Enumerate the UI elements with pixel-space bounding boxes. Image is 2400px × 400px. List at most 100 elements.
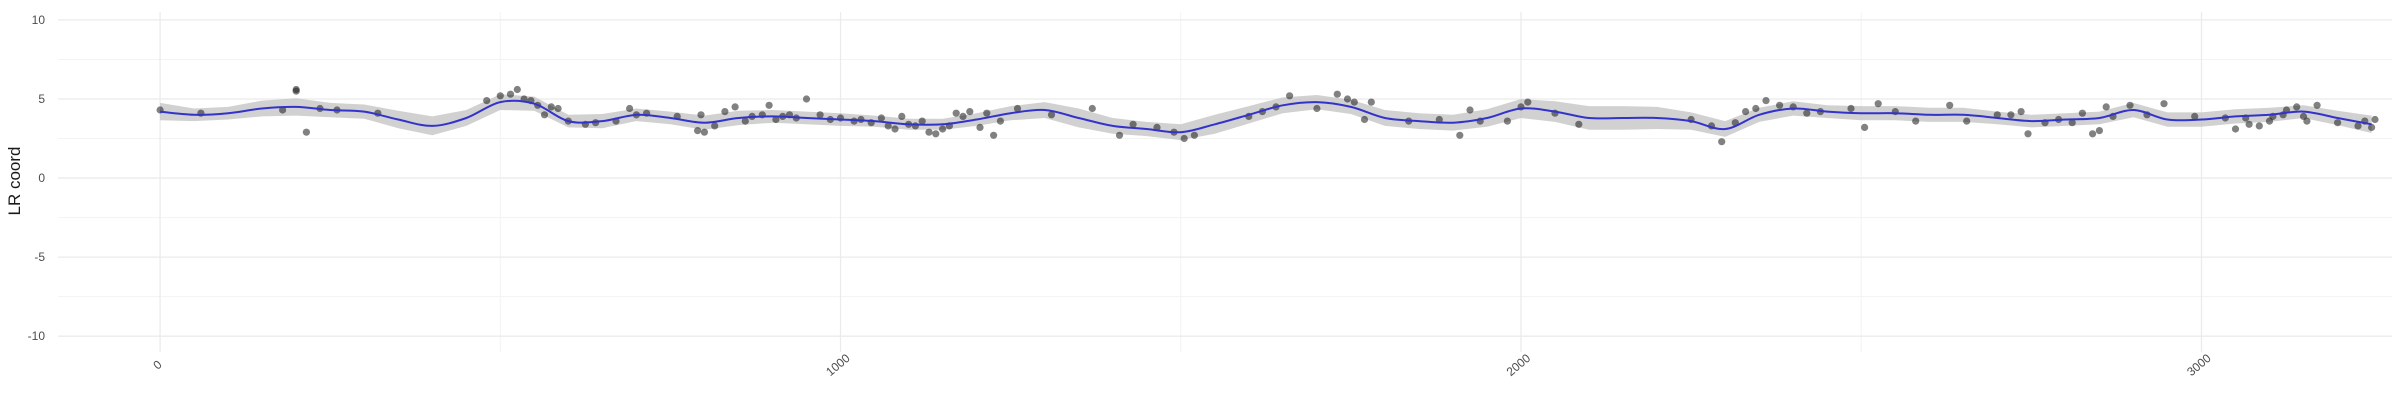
data-point — [506, 90, 515, 98]
data-point — [1861, 123, 1869, 131]
data-point — [2303, 117, 2311, 125]
data-point — [741, 117, 749, 125]
data-point — [1874, 100, 1882, 108]
data-point — [496, 92, 504, 100]
data-point — [2255, 122, 2263, 130]
data-point — [2160, 100, 2168, 108]
data-point — [279, 106, 287, 114]
data-point — [1762, 97, 1770, 105]
data-point — [2078, 109, 2086, 117]
data-point — [990, 131, 998, 139]
y-axis-tick-labels: -10 -5 0 5 10 — [28, 13, 46, 343]
data-point — [1847, 104, 1855, 113]
data-point — [1435, 115, 1443, 124]
data-point — [983, 109, 991, 117]
y-tick-label: -5 — [34, 250, 45, 264]
data-point — [2368, 123, 2376, 131]
x-tick-label: 0 — [150, 357, 164, 372]
data-point — [2024, 130, 2032, 138]
data-point — [302, 128, 310, 136]
data-point — [700, 128, 709, 136]
data-point — [966, 108, 974, 116]
data-point — [959, 112, 967, 120]
data-point — [1115, 131, 1124, 139]
data-point — [1466, 106, 1474, 114]
data-point — [1456, 131, 1464, 139]
data-point — [731, 103, 739, 111]
data-point — [932, 130, 940, 138]
data-point — [2231, 125, 2240, 133]
data-point — [2007, 111, 2015, 119]
data-point — [1912, 117, 1920, 125]
x-tick-label: 1000 — [823, 351, 853, 379]
y-tick-label: 5 — [38, 92, 45, 106]
data-point — [2102, 103, 2110, 111]
data-point — [554, 104, 562, 113]
data-point — [1190, 131, 1198, 139]
y-tick-label: -10 — [28, 329, 46, 343]
data-point — [918, 117, 926, 125]
data-point — [891, 125, 899, 133]
data-point — [952, 109, 960, 117]
data-point — [721, 108, 729, 116]
x-tick-label: 3000 — [2184, 351, 2214, 379]
data-point — [911, 122, 920, 130]
data-point — [898, 112, 906, 120]
data-point — [2371, 115, 2379, 124]
data-point — [1360, 115, 1369, 124]
data-point — [1129, 120, 1137, 128]
data-point — [2191, 112, 2199, 120]
data-point — [1013, 104, 1022, 113]
x-axis-tick-labels: 0 1000 2000 3000 — [150, 351, 2213, 379]
data-point — [1343, 95, 1352, 103]
data-point — [2017, 108, 2025, 116]
data-point — [2095, 127, 2103, 135]
data-point — [483, 97, 491, 105]
data-point — [1963, 117, 1971, 125]
data-point — [2334, 119, 2342, 127]
data-point — [1575, 120, 1583, 128]
data-point — [976, 123, 984, 131]
data-point — [816, 111, 824, 119]
data-point — [1180, 134, 1188, 143]
data-point — [1803, 109, 1811, 117]
data-point — [877, 114, 886, 122]
x-tick-label: 2000 — [1504, 351, 1534, 379]
data-point — [884, 122, 892, 130]
smooth-line — [159, 99, 2372, 134]
data-point — [2245, 120, 2253, 128]
data-point — [802, 95, 811, 103]
data-point — [513, 85, 521, 94]
data-point — [1524, 98, 1532, 106]
data-point — [1776, 101, 1784, 109]
data-point — [694, 127, 702, 135]
data-point — [2126, 101, 2134, 109]
data-point — [925, 128, 933, 136]
data-point — [626, 104, 634, 113]
data-point — [1503, 117, 1511, 125]
y-axis-title: LR coord — [5, 147, 24, 216]
data-point — [1088, 104, 1096, 113]
data-point — [1993, 111, 2001, 119]
data-point — [1286, 92, 1294, 100]
data-point — [1946, 101, 1954, 109]
data-point — [939, 125, 947, 133]
data-point — [2068, 119, 2076, 127]
data-point — [2293, 103, 2301, 111]
confidence-ribbon — [160, 94, 2372, 141]
data-point — [697, 111, 705, 119]
data-point — [1742, 108, 1750, 116]
data-point — [2089, 130, 2097, 138]
data-point — [1350, 98, 1358, 106]
data-point — [772, 115, 780, 124]
data-point — [547, 103, 555, 111]
grid-lines — [58, 12, 2392, 352]
data-point — [1718, 138, 1726, 146]
data-point — [996, 117, 1005, 125]
data-point — [765, 101, 773, 109]
data-point — [1367, 98, 1375, 106]
data-point — [2354, 122, 2362, 130]
data-point — [711, 122, 719, 130]
data-point — [292, 85, 300, 94]
